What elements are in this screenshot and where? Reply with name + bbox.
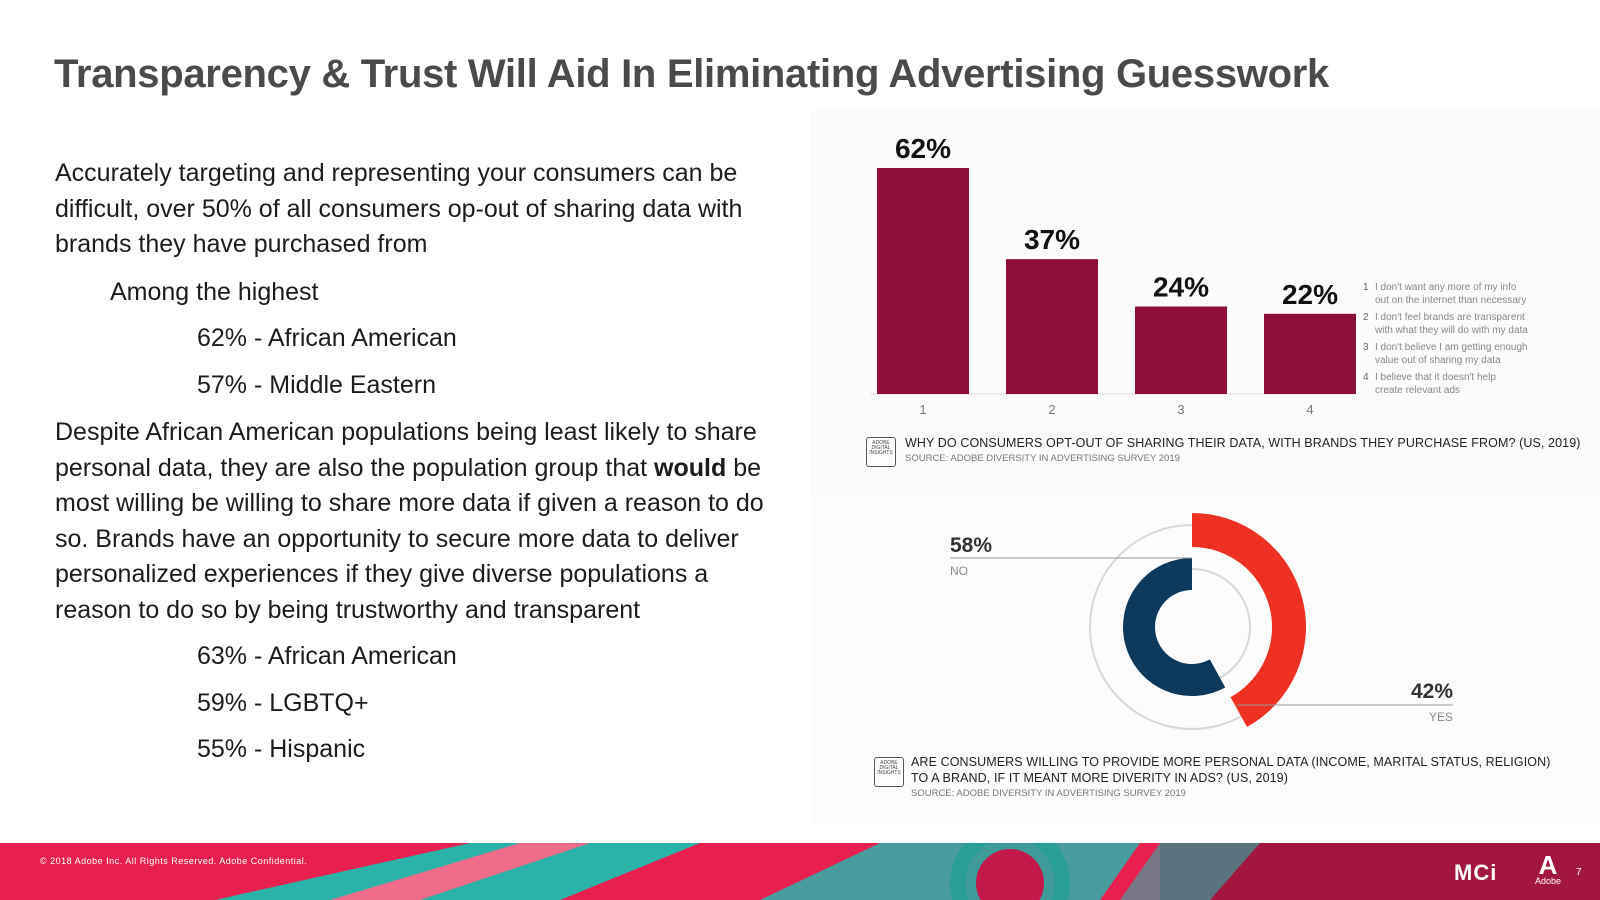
page-number: 7 <box>1576 867 1582 878</box>
copyright-text: © 2018 Adobe Inc. All Rights Reserved. A… <box>40 856 308 866</box>
intro-paragraph: Accurately targeting and representing yo… <box>55 159 743 258</box>
willing-paragraph: Despite African American populations bei… <box>55 415 775 628</box>
adobe-insights-icon: ADOBE DIGITAL INSIGHTS <box>866 437 896 467</box>
highest-label: Among the highest <box>110 277 319 306</box>
bar-chart-source: SOURCE: ADOBE DIVERSITY IN ADVERTISING S… <box>905 453 1180 464</box>
donut-chart-title-line2: TO A BRAND, IF IT MEANT MORE DIVERITY IN… <box>911 771 1288 785</box>
donut-chart-source: SOURCE: ADOBE DIVERSITY IN ADVERTISING S… <box>911 788 1186 799</box>
highest-item: 57% - Middle Eastern <box>197 370 437 399</box>
willing-item: 59% - LGBTQ+ <box>197 688 369 717</box>
willing-text-2: be most willing be willing to share more… <box>55 453 764 624</box>
bar-chart-title: WHY DO CONSUMERS OPT-OUT OF SHARING THEI… <box>905 436 1581 450</box>
adobe-logo-word: Adobe <box>1534 876 1562 886</box>
donut-chart-title-line1: ARE CONSUMERS WILLING TO PROVIDE MORE PE… <box>911 755 1551 769</box>
willing-item: 55% - Hispanic <box>197 735 366 763</box>
mci-logo: MCi <box>1454 860 1498 885</box>
willing-bold: would <box>654 453 727 482</box>
willing-text-1: Despite African American populations bei… <box>55 418 757 482</box>
footer-banner <box>0 843 1600 900</box>
adobe-logo-glyph: A <box>1538 850 1558 880</box>
highest-item: 62% - African American <box>197 324 457 352</box>
adobe-insights-icon: ADOBE DIGITAL INSIGHTS <box>874 757 904 787</box>
page-title: Transparency & Trust Will Aid In Elimina… <box>54 52 1329 96</box>
adobe-logo: A Adobe <box>1530 850 1566 886</box>
willing-item: 63% - African American <box>197 642 457 670</box>
body-text: Accurately targeting and representing yo… <box>55 156 775 768</box>
